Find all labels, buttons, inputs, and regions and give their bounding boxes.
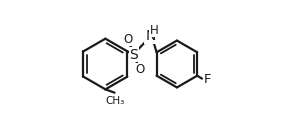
Text: O: O <box>135 63 144 76</box>
Text: F: F <box>204 73 212 86</box>
Text: H: H <box>149 24 158 37</box>
Text: N: N <box>145 29 156 43</box>
Text: S: S <box>130 47 138 62</box>
Text: CH₃: CH₃ <box>105 96 125 106</box>
Text: O: O <box>123 33 132 46</box>
